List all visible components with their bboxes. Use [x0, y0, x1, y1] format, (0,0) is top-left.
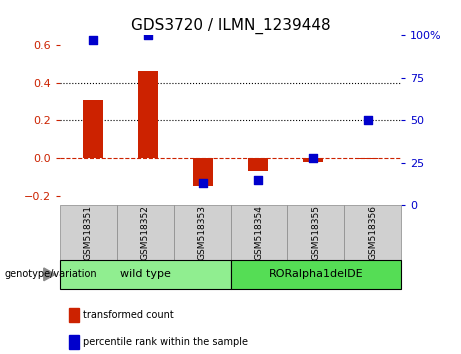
Text: RORalpha1delDE: RORalpha1delDE: [268, 269, 363, 279]
Bar: [193, 158, 213, 187]
Text: GSM518352: GSM518352: [141, 205, 150, 260]
Bar: [83, 99, 103, 158]
Point: [309, 155, 317, 161]
Text: GSM518351: GSM518351: [84, 205, 93, 260]
Text: GSM518356: GSM518356: [368, 205, 377, 260]
Text: GSM518354: GSM518354: [254, 205, 263, 260]
Bar: [303, 158, 323, 162]
Bar: [138, 71, 158, 158]
Point: [199, 181, 207, 186]
Text: transformed count: transformed count: [83, 310, 174, 320]
Point: [89, 38, 97, 43]
Bar: [359, 158, 378, 159]
Text: GSM518355: GSM518355: [311, 205, 320, 260]
Text: GSM518353: GSM518353: [198, 205, 207, 260]
Point: [254, 177, 262, 183]
Text: genotype/variation: genotype/variation: [5, 269, 97, 279]
Text: wild type: wild type: [120, 269, 171, 279]
Text: percentile rank within the sample: percentile rank within the sample: [83, 337, 248, 347]
Point: [364, 118, 372, 123]
Bar: [248, 158, 268, 171]
Point: [144, 33, 152, 38]
Title: GDS3720 / ILMN_1239448: GDS3720 / ILMN_1239448: [130, 18, 331, 34]
